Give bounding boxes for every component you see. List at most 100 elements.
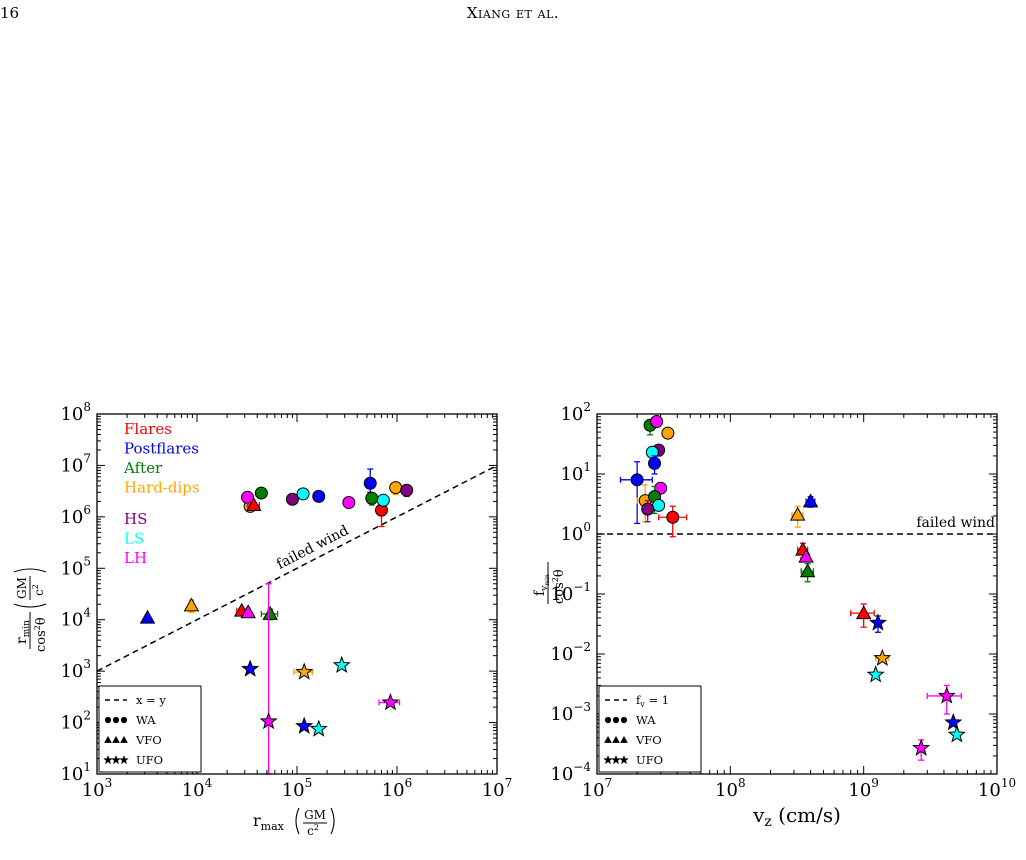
point-marker-circle [376, 493, 390, 507]
legend-marker-star [619, 755, 629, 764]
data-point [850, 603, 875, 628]
page-header: 16 Xiang et al. [0, 0, 1026, 40]
data-point [866, 665, 885, 683]
data-point [376, 493, 390, 507]
x-tick-label: 106 [382, 776, 413, 801]
label-sub: v [540, 585, 550, 592]
data-point [789, 505, 806, 528]
legend-marker-circle [612, 716, 620, 724]
data-point [926, 684, 962, 715]
data-point [254, 486, 268, 500]
data-point [332, 655, 351, 673]
point-marker-triangle [262, 605, 278, 620]
data-point [658, 505, 688, 538]
legend-label-text: x = y [136, 693, 166, 707]
reference-line [96, 464, 498, 672]
data-point [868, 613, 888, 633]
point-marker-circle [363, 476, 377, 490]
tick-base: 10 [60, 661, 83, 682]
tick-exponent: 4 [205, 776, 213, 790]
label-base: c [307, 824, 314, 838]
legend-entry-triangle: VFO [604, 733, 662, 747]
y-label-denominator: cos2θ [33, 617, 49, 652]
y-tick-label: 101 [560, 460, 591, 485]
legend-marker-circle [620, 716, 628, 724]
label-base: v [752, 803, 765, 827]
legend-marker-star [611, 755, 621, 764]
tick-base: 10 [60, 764, 83, 785]
tick-exponent: −1 [573, 580, 591, 594]
paren-right [330, 807, 335, 835]
legend-marker-circle [120, 716, 128, 724]
label-sup: 2 [33, 625, 42, 630]
tick-base: 10 [978, 780, 1001, 801]
y-tick-label: 100 [560, 520, 591, 545]
label-base: cos [34, 630, 49, 652]
data-point [873, 648, 892, 666]
legend-entry-line: fv = 1 [605, 693, 669, 709]
x-axis-label: vz (cm/s) [752, 803, 841, 830]
y-axis-label: fvmincos2θ [532, 562, 567, 604]
legend-entry-circle: WA [604, 713, 656, 727]
legend-label: VFO [635, 733, 662, 747]
point-marker-triangle [799, 563, 816, 578]
tick-base: 10 [560, 524, 583, 545]
y-tick-label: 101 [60, 760, 91, 785]
data-point [652, 498, 666, 512]
y-tick-label: 10−3 [550, 700, 591, 725]
legend-marker-star [603, 755, 613, 764]
label-sup: 2 [314, 823, 319, 832]
legend-marker-star [119, 755, 129, 764]
tick-base: 10 [82, 780, 105, 801]
x-tick-label: 108 [715, 776, 746, 801]
tick-exponent: 7 [505, 776, 513, 790]
point-marker-star [944, 713, 963, 731]
x-tick-label: 107 [582, 776, 613, 801]
group-legend-hs: HS [124, 510, 147, 528]
point-marker-star [868, 613, 888, 631]
point-marker-circle [254, 486, 268, 500]
data-point [365, 491, 379, 506]
legend-entry-triangle: VFO [104, 733, 162, 747]
frac-denominator: c2 [307, 823, 319, 838]
legend-marker-triangle [112, 735, 120, 743]
legend-label: UFO [136, 753, 163, 767]
y-tick-label: 104 [60, 606, 91, 631]
data-point [309, 719, 328, 737]
data-point [641, 499, 655, 523]
point-marker-triangle [139, 609, 156, 624]
point-marker-star [866, 665, 885, 683]
point-marker-triangle [789, 506, 806, 521]
label-sub: z [764, 814, 771, 830]
tick-base: 10 [60, 558, 83, 579]
x-axis-label-main: rmax [253, 811, 285, 833]
tick-exponent: 7 [83, 451, 91, 465]
tick-base: 10 [60, 507, 83, 528]
data-point [619, 461, 653, 525]
data-point [363, 468, 377, 493]
legend-marker-circle [104, 716, 112, 724]
legend-label-text: VFO [635, 733, 662, 747]
tick-base: 10 [550, 644, 573, 665]
tick-exponent: 3 [83, 657, 91, 671]
x-tick-label: 107 [482, 776, 513, 801]
point-marker-triangle [183, 597, 200, 612]
point-marker-star [947, 725, 966, 743]
legend-label-text: WA [136, 713, 156, 727]
y-label-denominator: cos2θ [551, 569, 567, 604]
tick-base: 10 [550, 764, 573, 785]
point-marker-circle [296, 487, 310, 501]
tick-exponent: 6 [83, 503, 91, 517]
label-sup: 2 [31, 584, 40, 589]
point-marker-triangle [798, 548, 814, 563]
y-tick-label: 102 [560, 400, 591, 425]
legend-entry-star: UFO [603, 753, 663, 767]
reference-line-label: failed wind [916, 515, 995, 531]
legend-entry-circle: WA [104, 713, 156, 727]
point-marker-star [295, 662, 314, 680]
tick-base: 10 [60, 404, 83, 425]
tick-exponent: 2 [583, 400, 591, 414]
data-point [260, 605, 279, 621]
data-point [139, 609, 156, 624]
